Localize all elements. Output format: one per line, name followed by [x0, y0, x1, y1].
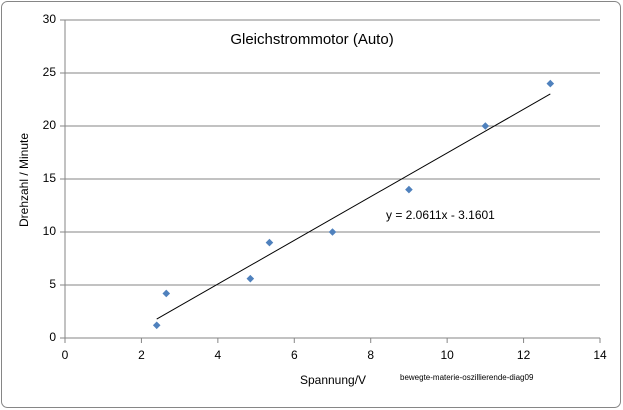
data-point [405, 185, 413, 194]
y-axis-label: Drehzahl / Minute [17, 133, 31, 227]
x-tick-label: 4 [215, 348, 222, 362]
x-tick-label: 10 [440, 348, 454, 362]
x-tick-label: 2 [138, 348, 145, 362]
trendline-equation: y = 2.0611x - 3.1601 [386, 208, 495, 222]
x-tick-label: 0 [62, 348, 69, 362]
data-point [481, 122, 490, 130]
y-tick-label: 25 [43, 65, 57, 79]
trendline [156, 93, 551, 320]
y-tick-label: 10 [43, 224, 57, 238]
y-tick-label: 20 [43, 118, 57, 132]
x-tick-label: 14 [593, 348, 607, 362]
source-note: bewegte-materie-oszillierende-diag09 [400, 373, 534, 382]
x-tick-label: 8 [367, 348, 374, 362]
data-point [246, 274, 255, 283]
data-point [546, 79, 555, 88]
y-tick-label: 15 [43, 171, 57, 185]
y-tick-label: 5 [49, 277, 56, 291]
data-point [162, 289, 171, 298]
y-tick-label: 0 [49, 330, 56, 344]
data-point [152, 321, 161, 330]
x-tick-label: 12 [517, 348, 531, 362]
data-point [265, 238, 274, 247]
data-point [328, 228, 337, 236]
x-axis-label: Spannung/V [300, 373, 366, 387]
chart-title: Gleichstrommotor (Auto) [230, 31, 393, 48]
x-tick-label: 6 [291, 348, 298, 362]
y-tick-label: 30 [43, 12, 57, 26]
